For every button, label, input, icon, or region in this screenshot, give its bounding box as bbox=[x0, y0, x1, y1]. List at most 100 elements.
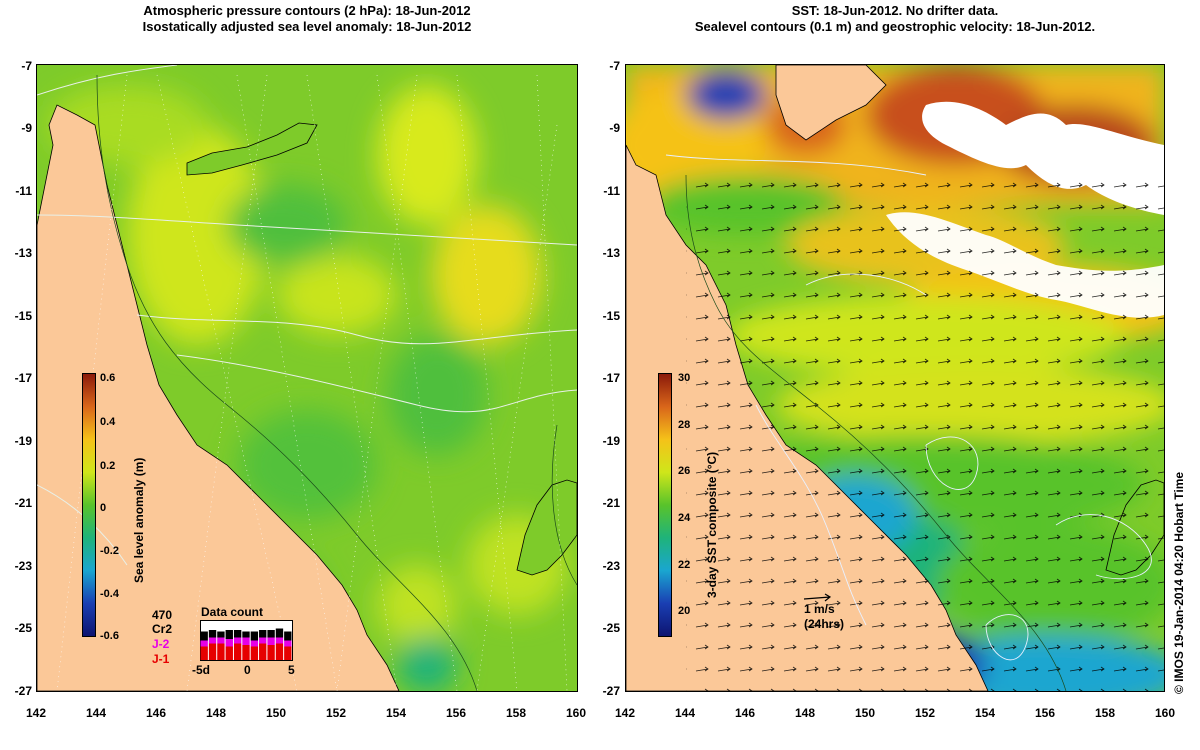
y-tick-label: -13 bbox=[14, 246, 32, 260]
y-tick-label: -19 bbox=[14, 434, 32, 448]
x-tick-label: 142 bbox=[25, 706, 47, 720]
data-count-x-tick: -5d bbox=[192, 663, 210, 677]
data-count-bar-j1 bbox=[259, 643, 267, 660]
y-tick-label: -27 bbox=[14, 684, 32, 698]
data-count-bar-j2 bbox=[225, 639, 233, 647]
data-count-bar-j1 bbox=[250, 646, 259, 660]
x-tick-label: 146 bbox=[145, 706, 167, 720]
colorbar-tick-label: 0.2 bbox=[100, 460, 116, 472]
right-title-line1: SST: 18-Jun-2012. No drifter data. bbox=[791, 3, 999, 18]
imos-credit: © IMOS 19-Jan-2014 04:20 Hobart Time bbox=[1172, 471, 1186, 694]
y-tick-label: -15 bbox=[14, 309, 32, 323]
y-tick-label: -23 bbox=[602, 559, 620, 573]
colorbar-tick-label: 0.4 bbox=[100, 416, 116, 428]
sst-colorbar bbox=[658, 373, 672, 637]
data-count-bar-cr2 bbox=[259, 630, 267, 638]
x-tick-label: 156 bbox=[1034, 706, 1056, 720]
x-tick-label: 142 bbox=[614, 706, 636, 720]
data-count-bar-j1 bbox=[217, 643, 225, 660]
x-tick-label: 146 bbox=[734, 706, 756, 720]
track-lines bbox=[56, 74, 568, 691]
mission-j2-label: J-2 bbox=[152, 637, 170, 651]
sea-level-anomaly-map bbox=[36, 64, 578, 692]
x-tick-label: 160 bbox=[565, 706, 587, 720]
x-tick-label: 158 bbox=[1094, 706, 1116, 720]
data-count-title: Data count bbox=[201, 605, 264, 619]
y-tick-label: -11 bbox=[15, 184, 32, 198]
data-count-bar-j1 bbox=[200, 646, 208, 660]
y-tick-label: -21 bbox=[602, 496, 620, 510]
mission-j1-label: J-1 bbox=[152, 652, 170, 666]
x-tick-label: 152 bbox=[914, 706, 936, 720]
x-tick-label: 154 bbox=[385, 706, 407, 720]
data-count-bar-j1 bbox=[233, 643, 242, 660]
colorbar-tick-label: 30 bbox=[678, 372, 691, 384]
x-tick-label: 144 bbox=[85, 706, 107, 720]
velocity-scale-sublabel: (24hrs) bbox=[804, 617, 845, 631]
y-tick-label: -19 bbox=[602, 434, 620, 448]
y-tick-label: -27 bbox=[602, 684, 620, 698]
left-title-line1: Atmospheric pressure contours (2 hPa): 1… bbox=[143, 3, 471, 18]
data-count-bar-cr2 bbox=[250, 631, 259, 641]
data-count-bar-j1 bbox=[225, 646, 233, 660]
data-count-bar-j2 bbox=[242, 637, 250, 645]
x-tick-label: 158 bbox=[505, 706, 527, 720]
x-tick-label: 154 bbox=[974, 706, 996, 720]
right-map-title: SST: 18-Jun-2012. No drifter data. Seale… bbox=[625, 3, 1165, 35]
sst-colorbar-label: 3-day SST composite (°C) bbox=[705, 451, 719, 598]
data-count-chart bbox=[200, 620, 293, 661]
colorbar-tick-label: 0 bbox=[100, 502, 107, 514]
sea-level-colorbar bbox=[82, 373, 96, 637]
data-count-bar-j2 bbox=[250, 640, 259, 647]
data-count-bar-cr2 bbox=[200, 631, 208, 641]
sst-map-graphic bbox=[626, 65, 1164, 691]
data-count-bar-cr2 bbox=[233, 630, 242, 638]
mission-cr2-label: Cr2 bbox=[152, 622, 173, 636]
right-title-line2: Sealevel contours (0.1 m) and geostrophi… bbox=[694, 19, 1096, 34]
data-count-bar-j1 bbox=[242, 645, 250, 660]
velocity-vectors bbox=[686, 175, 1164, 691]
colorbar-tick-label: 22 bbox=[678, 559, 691, 571]
data-count-bar-j2 bbox=[284, 640, 292, 647]
x-tick-label: 144 bbox=[674, 706, 696, 720]
data-count-bar-j2 bbox=[275, 637, 284, 644]
velocity-scale-arrow-icon bbox=[803, 593, 832, 602]
data-count-bar-j2 bbox=[267, 637, 275, 645]
data-count-bar-j2 bbox=[208, 637, 217, 644]
colorbar-tick-label: 24 bbox=[678, 512, 691, 524]
left-title-line2: Isostatically adjusted sea level anomaly… bbox=[142, 19, 472, 34]
velocity-scale-label: 1 m/s bbox=[804, 602, 835, 616]
data-count-bar-cr2 bbox=[208, 630, 217, 638]
x-tick-label: 150 bbox=[854, 706, 876, 720]
data-count-bar-cr2 bbox=[284, 631, 292, 641]
y-tick-label: -15 bbox=[602, 309, 620, 323]
data-count-bar-cr2 bbox=[225, 630, 233, 639]
colorbar-tick-label: -0.4 bbox=[100, 588, 119, 600]
data-count-bar-j2 bbox=[200, 640, 208, 647]
y-tick-label: -17 bbox=[14, 371, 32, 385]
data-count-bar-j2 bbox=[259, 637, 267, 644]
bathymetry-contours bbox=[685, 174, 1067, 691]
data-count-bar-j1 bbox=[275, 643, 284, 660]
data-count-bar-cr2 bbox=[275, 628, 284, 638]
x-tick-label: 148 bbox=[794, 706, 816, 720]
x-tick-label: 152 bbox=[325, 706, 347, 720]
y-tick-label: -23 bbox=[14, 559, 32, 573]
y-tick-label: -9 bbox=[609, 121, 620, 135]
data-count-bar-j1 bbox=[284, 646, 292, 660]
y-tick-label: -21 bbox=[14, 496, 32, 510]
sea-level-anomaly-map-graphic bbox=[37, 65, 577, 691]
x-tick-label: 156 bbox=[445, 706, 467, 720]
x-tick-label: 150 bbox=[265, 706, 287, 720]
bathymetry-contours bbox=[96, 74, 577, 691]
colorbar-tick-label: -0.6 bbox=[100, 630, 119, 642]
y-tick-label: -13 bbox=[602, 246, 620, 260]
y-tick-label: -25 bbox=[14, 621, 32, 635]
data-count-bar-j1 bbox=[208, 643, 217, 660]
data-count-bar-cr2 bbox=[267, 630, 275, 638]
y-tick-label: -7 bbox=[21, 59, 32, 73]
sea-level-colorbar-label: Sea level anomaly (m) bbox=[132, 457, 146, 583]
x-tick-label: 160 bbox=[1154, 706, 1176, 720]
sea-level-contours bbox=[665, 154, 1152, 661]
data-count-x-tick: 5 bbox=[288, 663, 295, 677]
